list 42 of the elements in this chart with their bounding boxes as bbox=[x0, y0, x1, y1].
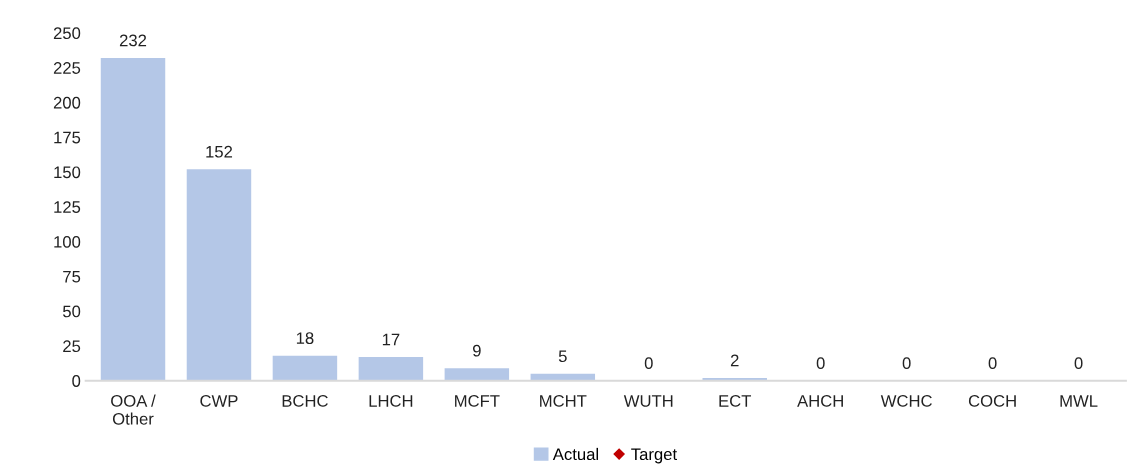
x-tick-label: ECT bbox=[719, 395, 752, 407]
data-label: 0 bbox=[1074, 357, 1083, 370]
bar bbox=[100, 57, 166, 381]
y-tick-label: 25 bbox=[63, 340, 81, 353]
data-label: 0 bbox=[902, 357, 911, 370]
data-label: 18 bbox=[296, 332, 314, 345]
data-label: 5 bbox=[558, 350, 567, 363]
bar bbox=[272, 355, 338, 381]
x-tick-label: MWL bbox=[1060, 395, 1098, 407]
y-tick-label: 175 bbox=[54, 131, 81, 144]
y-tick-label: 75 bbox=[63, 270, 81, 283]
x-tick-label: AHCH bbox=[797, 395, 843, 407]
data-label: 2 bbox=[730, 354, 739, 367]
y-tick-label: 225 bbox=[53, 62, 81, 74]
x-tick-label: WCHC bbox=[880, 395, 932, 407]
x-tick-label: OOA / Other bbox=[111, 394, 156, 425]
y-tick-label: 125 bbox=[54, 201, 81, 213]
data-label: 232 bbox=[119, 34, 147, 47]
data-label: 9 bbox=[473, 344, 481, 357]
y-tick-label: 250 bbox=[53, 27, 81, 40]
data-label: 0 bbox=[816, 357, 825, 370]
data-label: 152 bbox=[206, 145, 233, 158]
data-label: 0 bbox=[988, 357, 997, 370]
x-tick-label: COCH bbox=[968, 395, 1016, 407]
bar bbox=[186, 169, 252, 381]
data-label: 17 bbox=[382, 333, 400, 346]
legend-label: Target bbox=[631, 448, 677, 464]
x-tick-label: BCHC bbox=[282, 395, 328, 407]
x-tick-label: MCHT bbox=[540, 395, 587, 407]
y-tick-label: 200 bbox=[53, 96, 81, 109]
x-tick-label: WUTH bbox=[623, 395, 673, 407]
legend-label: Actual bbox=[552, 447, 599, 461]
y-tick-label: 100 bbox=[54, 235, 81, 248]
y-tick-label: 150 bbox=[54, 166, 81, 179]
x-tick-label: LHCH bbox=[369, 395, 413, 407]
bar bbox=[358, 357, 424, 381]
y-tick-label: 0 bbox=[72, 375, 81, 387]
x-tick-label: CWP bbox=[200, 395, 238, 407]
data-label: 0 bbox=[644, 357, 653, 370]
bar bbox=[444, 368, 510, 381]
x-tick-label: MCFT bbox=[455, 395, 500, 407]
y-tick-label: 50 bbox=[62, 305, 81, 318]
